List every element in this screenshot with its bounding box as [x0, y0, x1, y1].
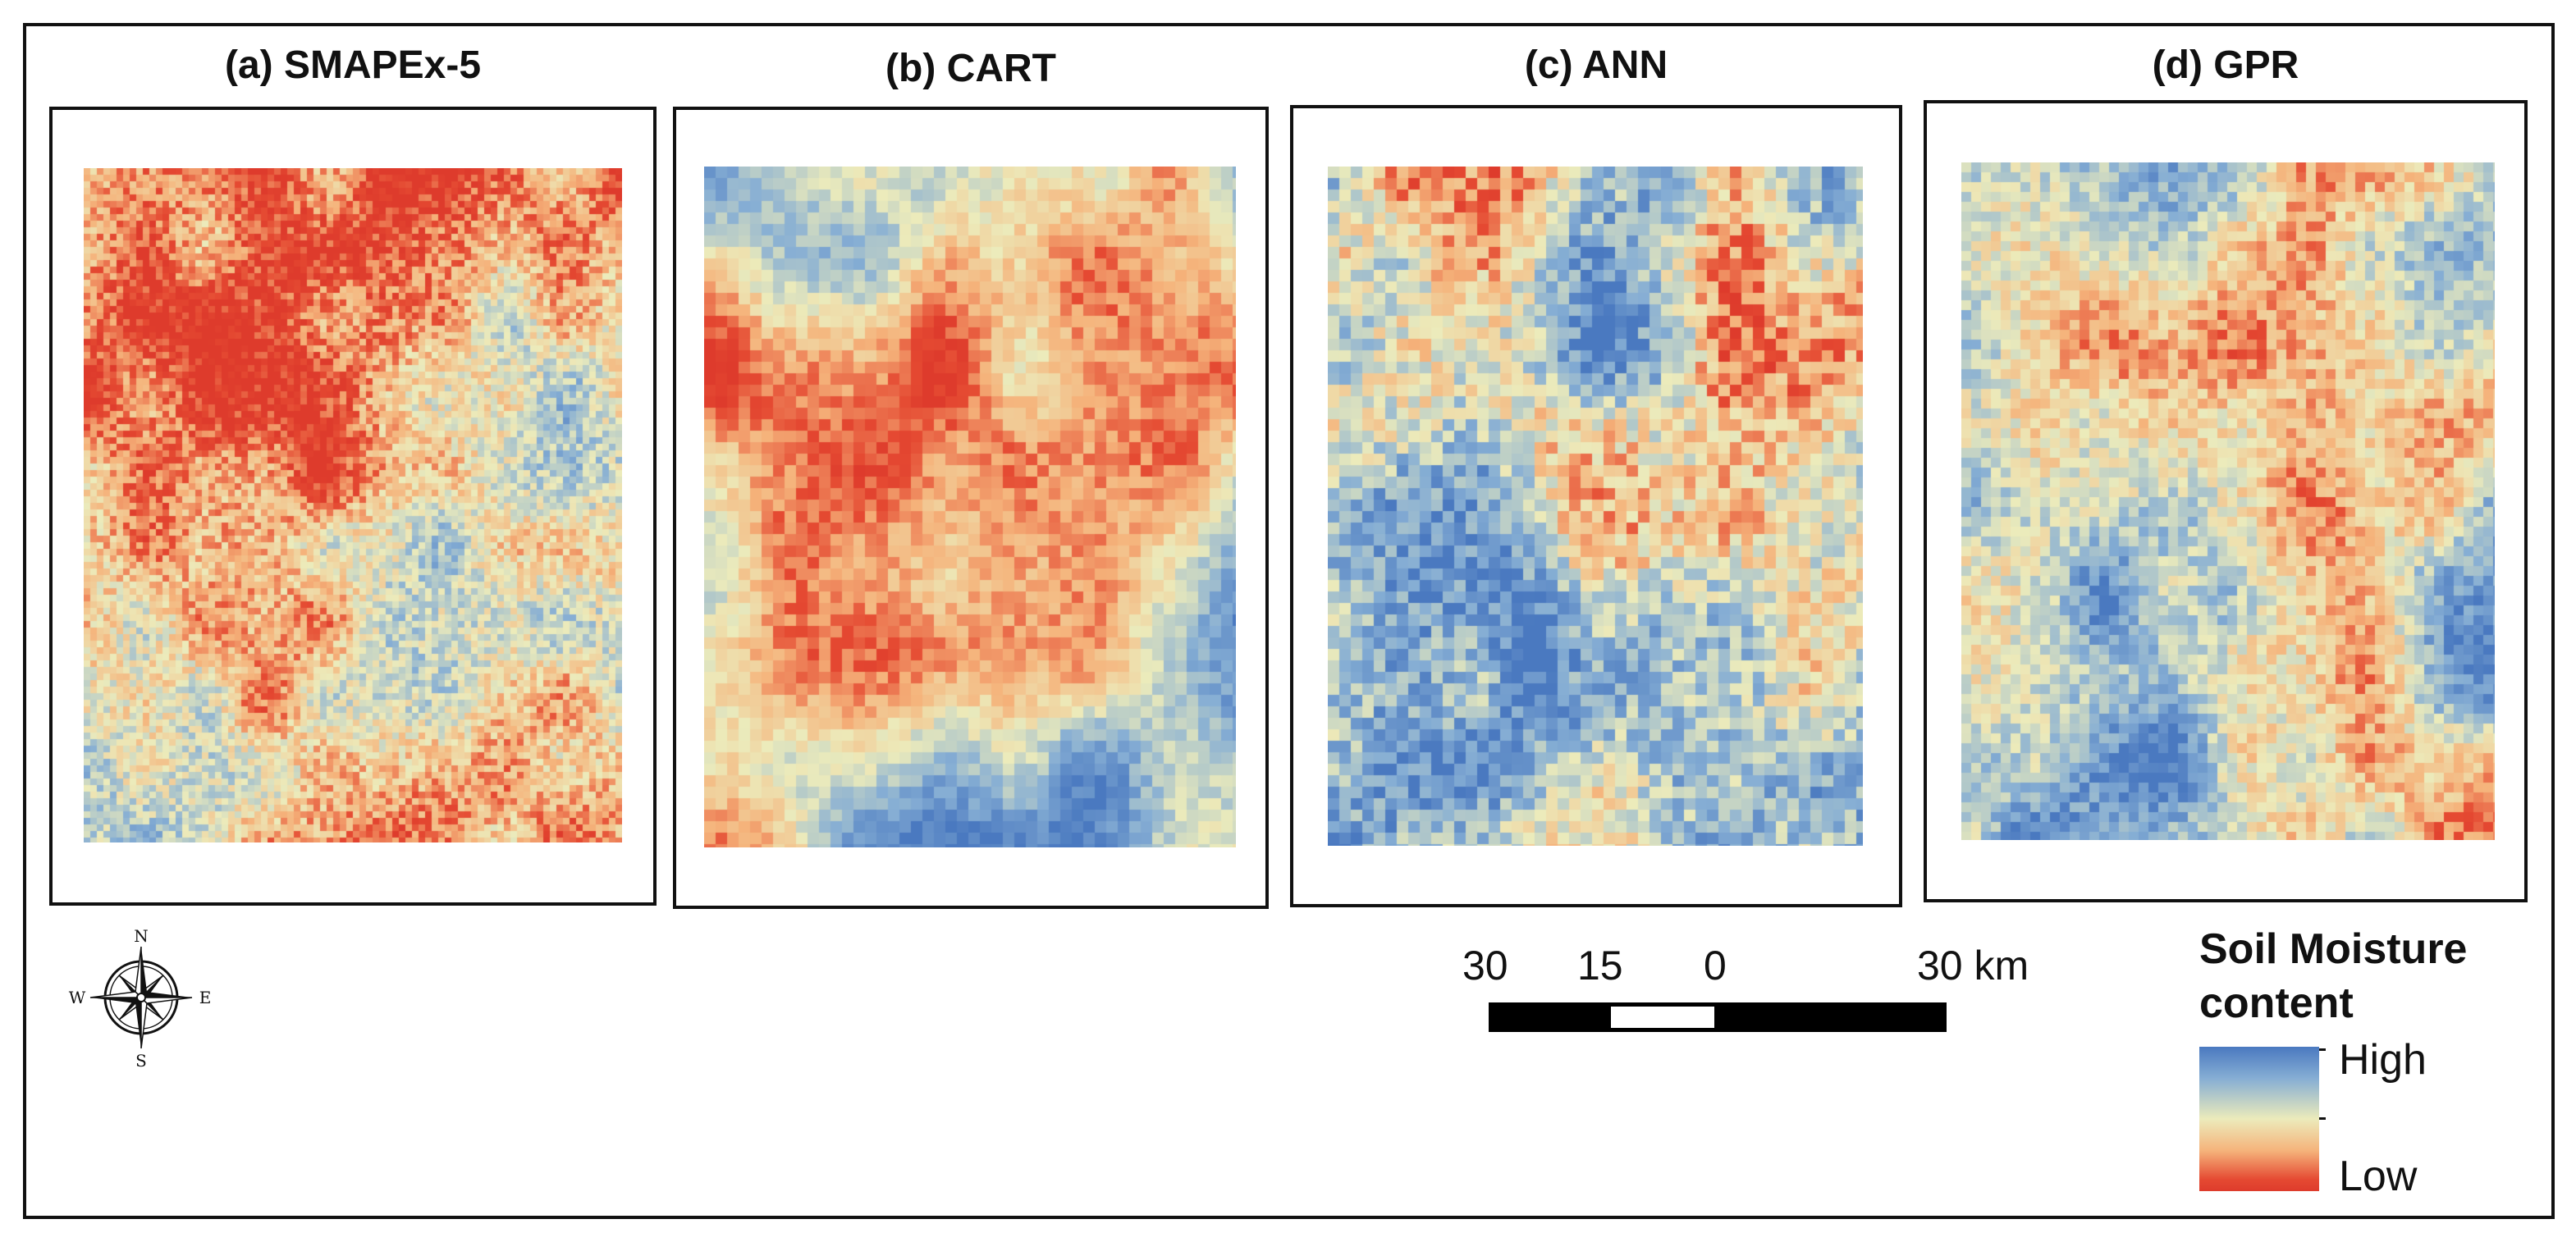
legend-low-label: Low — [2339, 1153, 2418, 1200]
legend-tick-high — [2319, 1048, 2326, 1051]
scale-bar-segment-1 — [1489, 1002, 1607, 1032]
legend-title-line1: Soil Moisture — [2199, 925, 2468, 973]
panel-title-d: (d) GPR — [2152, 43, 2299, 87]
compass-north-label: N — [134, 926, 149, 946]
compass-west-label: W — [69, 988, 86, 1007]
panel-title-b: (b) CART — [885, 47, 1056, 90]
scale-bar-segment-3 — [1718, 1002, 1947, 1032]
scale-label-30-left: 30 — [1462, 943, 1508, 989]
soil-moisture-map-gpr — [1961, 162, 2495, 840]
soil-moisture-map-cart — [704, 167, 1236, 847]
scale-label-0: 0 — [1704, 943, 1727, 989]
scale-label-15: 15 — [1577, 943, 1623, 989]
soil-moisture-map-ann — [1328, 167, 1863, 846]
legend-tick-mid — [2319, 1117, 2326, 1120]
legend-title: Soil Moisture content — [2199, 922, 2467, 1030]
scale-bar-segment-2 — [1607, 1002, 1718, 1032]
soil-moisture-map-smapex5 — [84, 168, 622, 842]
legend-high-label: High — [2339, 1036, 2427, 1084]
panel-title-a: (a) SMAPEx-5 — [224, 43, 482, 87]
compass-rose-icon: N S E W — [69, 926, 212, 1071]
figure-frame — [23, 23, 2555, 1219]
panel-title-c: (c) ANN — [1524, 43, 1668, 87]
scale-label-30-km: 30 km — [1917, 943, 2029, 989]
compass-south-label: S — [135, 1051, 147, 1071]
legend-title-line2: content — [2199, 979, 2354, 1027]
compass-east-label: E — [199, 988, 212, 1007]
legend-color-ramp — [2199, 1047, 2319, 1191]
